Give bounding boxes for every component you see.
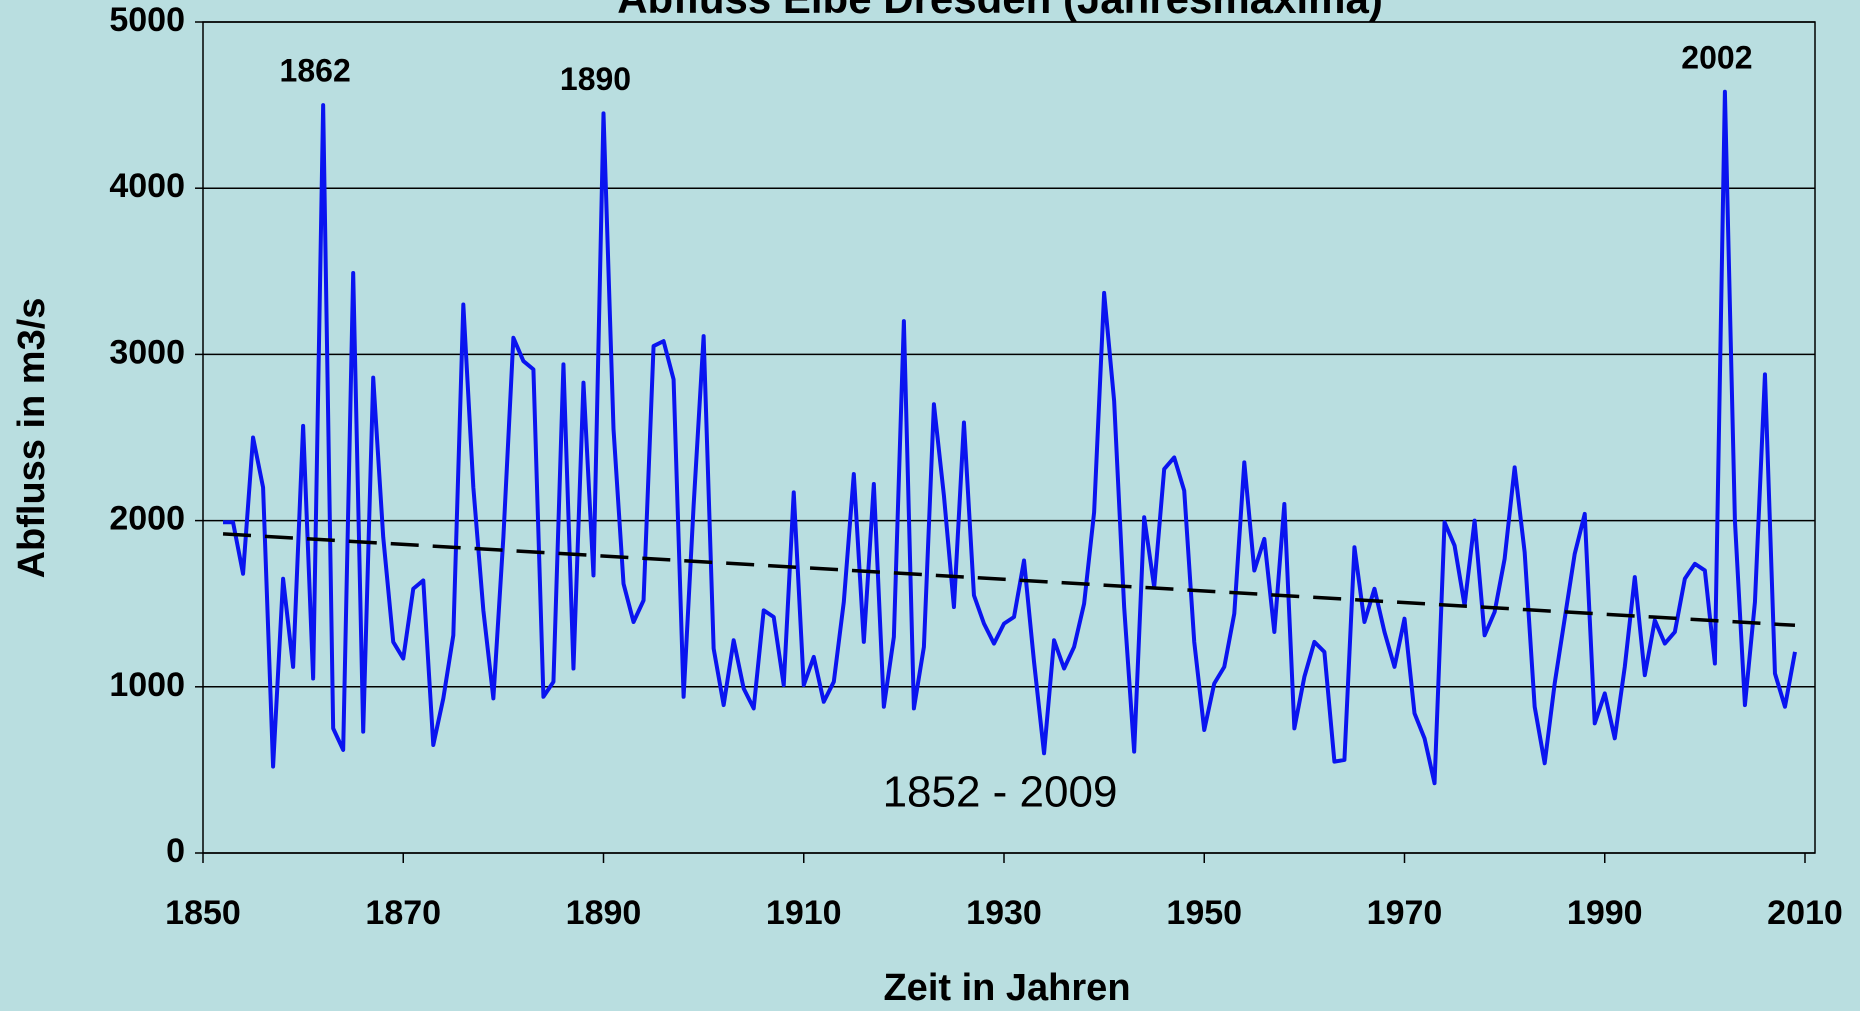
x-tick-label: 1890 <box>566 894 642 932</box>
chart-title: Abfluss Elbe Dresden (Jahresmaxima) <box>617 0 1383 22</box>
x-tick-label: 2010 <box>1767 894 1843 932</box>
x-tick-label: 1870 <box>365 894 441 932</box>
x-axis-title: Zeit in Jahren <box>883 967 1130 1009</box>
x-tick-label: 1910 <box>766 894 842 932</box>
period-label: 1852 - 2009 <box>883 768 1118 817</box>
x-tick-label: 1990 <box>1567 894 1643 932</box>
y-tick-label: 3000 <box>109 333 185 371</box>
trend-line <box>222 532 1796 628</box>
y-tick-label: 4000 <box>109 167 185 205</box>
x-tick-label: 1930 <box>966 894 1042 932</box>
y-tick-label: 2000 <box>109 500 185 538</box>
y-tick-label: 0 <box>166 832 185 870</box>
x-tick-label: 1850 <box>165 894 241 932</box>
y-tick-label: 5000 <box>109 1 185 39</box>
y-axis-title: Abfluss in m3/s <box>11 298 53 579</box>
y-tick-label: 1000 <box>109 666 185 704</box>
x-tick-label: 1970 <box>1367 894 1443 932</box>
x-tick-label: 1950 <box>1166 894 1242 932</box>
data-line <box>223 89 1797 786</box>
plot-area <box>202 21 1816 854</box>
annotation: 1862 <box>280 53 351 89</box>
annotation: 2002 <box>1681 39 1752 75</box>
annotation: 1890 <box>560 61 631 97</box>
